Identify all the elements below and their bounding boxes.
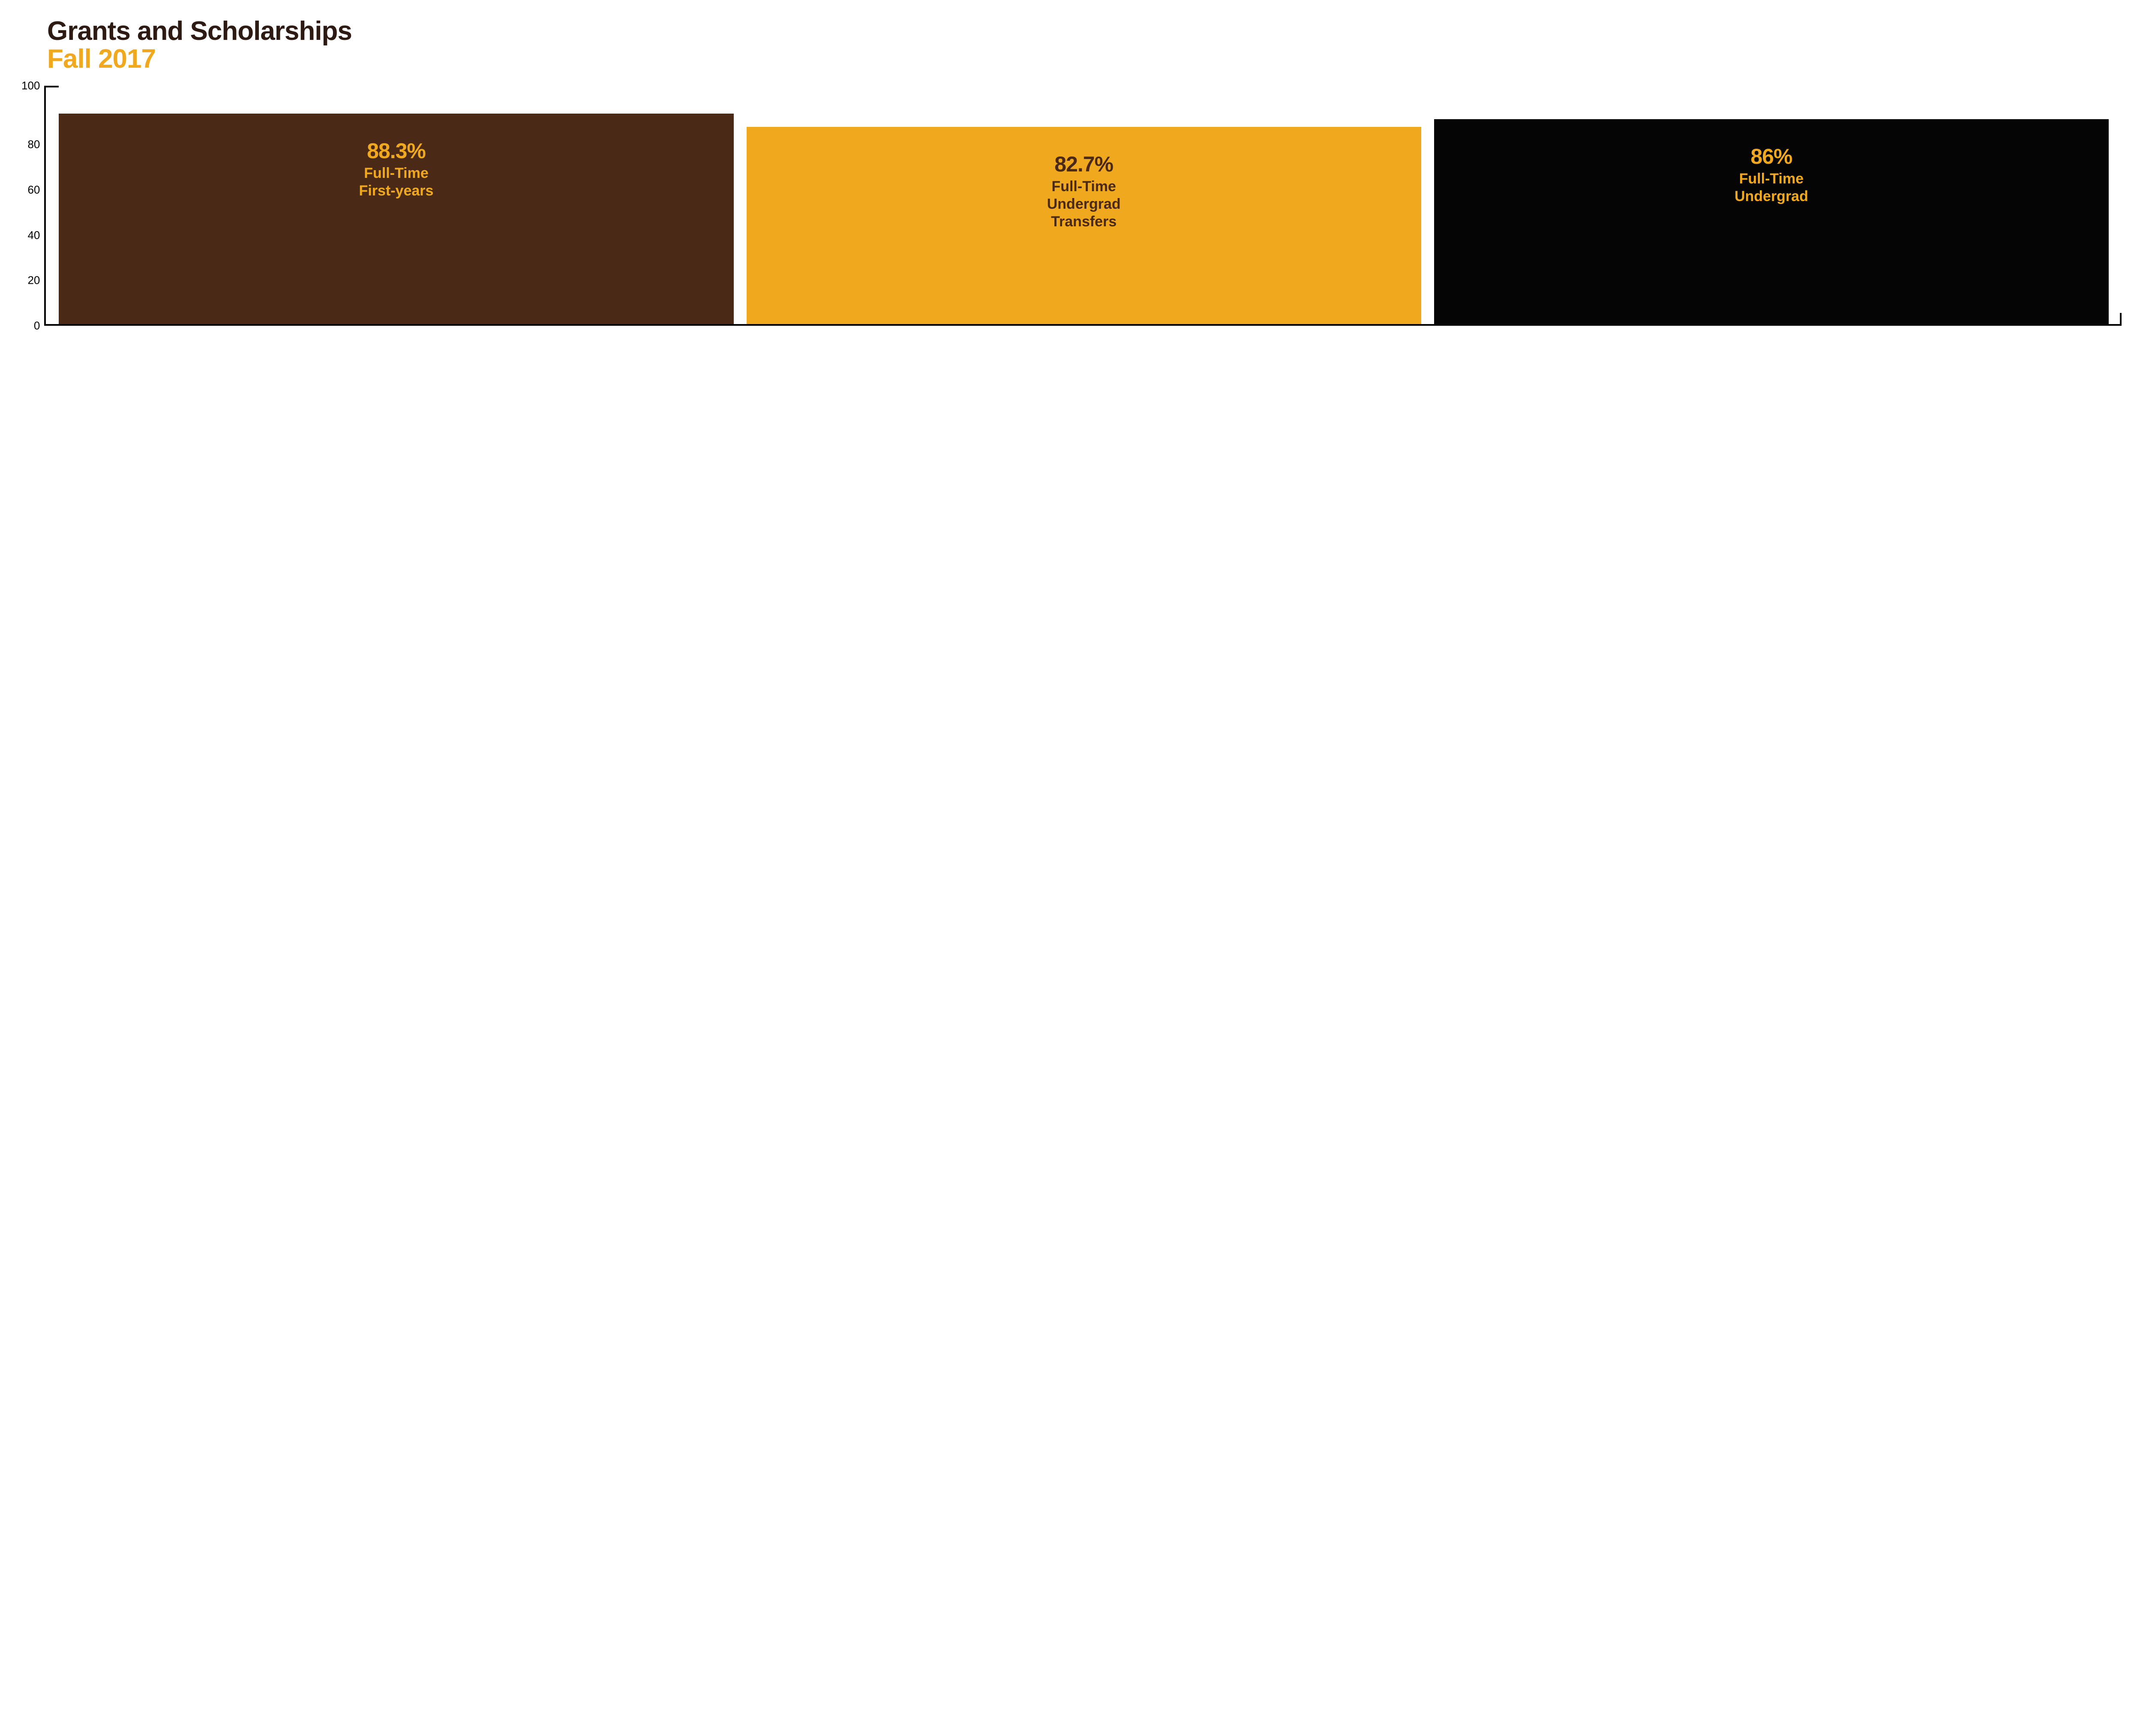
bar-chart: 100806040200 88.3%Full-Time First-years8… bbox=[21, 86, 2122, 326]
bar-label: Full-Time Undergrad Transfers bbox=[1047, 178, 1121, 230]
y-tick: 20 bbox=[27, 274, 40, 287]
plot-area: 88.3%Full-Time First-years82.7%Full-Time… bbox=[44, 86, 2122, 326]
bar-label: Full-Time First-years bbox=[359, 165, 434, 200]
y-tick: 40 bbox=[27, 228, 40, 242]
bar-value: 82.7% bbox=[1054, 153, 1113, 176]
bar: 88.3%Full-Time First-years bbox=[59, 114, 733, 324]
y-tick: 80 bbox=[27, 138, 40, 151]
bar-value: 88.3% bbox=[367, 139, 426, 163]
y-tick: 0 bbox=[34, 319, 40, 333]
bar: 86%Full-Time Undergrad bbox=[1434, 119, 2109, 324]
y-axis: 100806040200 bbox=[21, 86, 44, 326]
y-tick: 60 bbox=[27, 183, 40, 196]
chart-title-block: Grants and Scholarships Fall 2017 bbox=[47, 17, 2122, 73]
chart-title-main: Grants and Scholarships bbox=[47, 17, 2122, 45]
bar-value: 86% bbox=[1750, 145, 1792, 168]
y-tick: 100 bbox=[21, 79, 40, 93]
bar-label: Full-Time Undergrad bbox=[1735, 170, 1808, 205]
bar: 82.7%Full-Time Undergrad Transfers bbox=[747, 127, 1421, 324]
chart-title-sub: Fall 2017 bbox=[47, 45, 2122, 73]
